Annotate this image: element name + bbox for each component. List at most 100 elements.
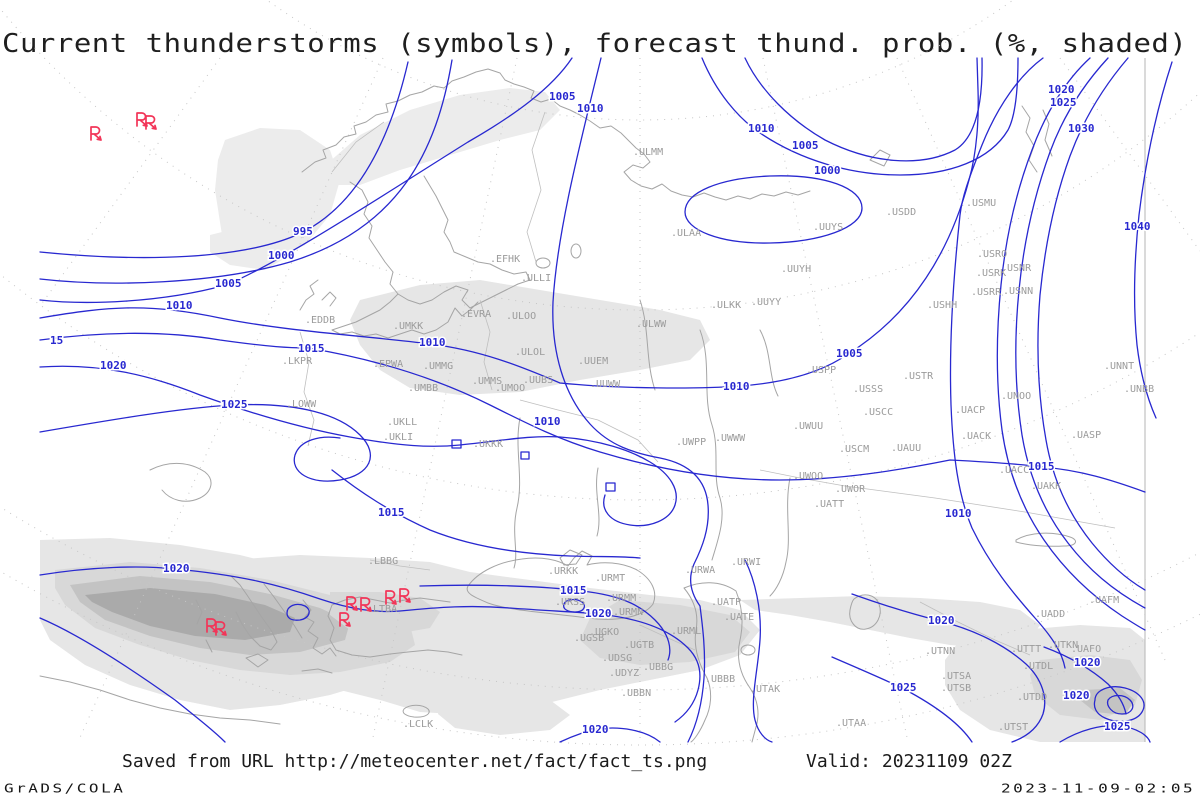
contour-label: 1020 — [100, 359, 127, 372]
station-label: .UMOO — [495, 383, 525, 394]
contour-label: 1025 — [890, 681, 917, 694]
contour-label: 1020 — [1074, 656, 1101, 669]
contour-label: 1020 — [163, 562, 190, 575]
station-label: .UATE — [724, 612, 754, 623]
station-label: .UACC — [999, 465, 1029, 476]
station-label: .UWUU — [793, 421, 823, 432]
station-label: .UATT — [814, 499, 844, 510]
contour-label: 1010 — [419, 336, 446, 349]
contour-label: 1010 — [945, 507, 972, 520]
station-label: .UWPP — [676, 437, 706, 448]
station-label: .ULWW — [636, 319, 667, 330]
station-label: .URSS — [555, 597, 585, 608]
footer-saved-url: Saved from URL http://meteocenter.net/fa… — [122, 751, 708, 772]
station-label: .URWA — [685, 565, 715, 576]
station-label: .UUEM — [578, 356, 608, 367]
contour-label: 1005 — [836, 347, 863, 360]
station-label: .USRK — [976, 268, 1006, 279]
station-label: .UMMG — [423, 361, 453, 372]
station-label: .UMMS — [472, 376, 502, 387]
station-label: .USSS — [853, 384, 883, 395]
station-label: .UACK — [961, 431, 991, 442]
contour-label: 1020 — [582, 723, 609, 736]
isobar-contours-layer — [39, 57, 1173, 743]
contour-label: 1005 — [792, 139, 819, 152]
station-label: .UKLL — [387, 417, 417, 428]
station-label: .UBBG — [643, 662, 673, 673]
station-label: .UUYH — [781, 264, 811, 275]
station-label: .URMT — [595, 573, 625, 584]
station-label: .UNOO — [1001, 391, 1031, 402]
station-label: .UUYY — [751, 297, 781, 308]
station-label: .URMN — [613, 607, 643, 618]
station-label: .USNR — [1001, 263, 1032, 274]
station-label: .UDSG — [602, 653, 632, 664]
station-label: .UUWW — [590, 379, 621, 390]
station-label: .UBBB — [705, 674, 735, 685]
station-label: .ULOL — [515, 347, 545, 358]
station-label: .UUBS — [523, 375, 553, 386]
station-labels-layer: .EFHK.ULLI .EVRA .ULOO .UMKK .ULOL .UUEM .EPWA… — [282, 147, 1154, 733]
contour-label: 1030 — [1068, 122, 1095, 135]
station-label: .UNBB — [1124, 384, 1154, 395]
station-label: .EFHK — [490, 254, 520, 265]
station-label: .USCC — [863, 407, 893, 418]
station-label: .UASP — [1071, 430, 1101, 441]
contour-label: 1015 — [378, 506, 405, 519]
station-label: .EVRA — [461, 309, 491, 320]
contour-label: 1000 — [814, 164, 841, 177]
contour-label: 1025 — [1104, 720, 1131, 733]
station-label: .UGTB — [624, 640, 654, 651]
station-label: .UTAK — [750, 684, 780, 695]
station-label: .URKK — [548, 566, 578, 577]
station-label: .URML — [671, 626, 701, 637]
station-label: .USNN — [1003, 286, 1033, 297]
station-label: .UADD — [1035, 609, 1065, 620]
footer-valid-time: Valid: 20231109 02Z — [806, 751, 1012, 772]
station-label: .USPP — [806, 365, 836, 376]
contour-label: 1025 — [1050, 96, 1077, 109]
station-label: .UBBN — [621, 688, 651, 699]
station-label: .UMBB — [408, 383, 438, 394]
station-label: .UAUU — [891, 443, 921, 454]
contour-label: 1020 — [1063, 689, 1090, 702]
page-title: Current thunderstorms (symbols), forecas… — [2, 28, 1188, 58]
station-label: .UATP — [711, 597, 741, 608]
station-label: .URMM — [606, 593, 636, 604]
station-label: .ULKK — [711, 300, 741, 311]
station-label: .LKPR — [282, 356, 313, 367]
station-label: .LCLK — [403, 719, 433, 730]
station-label: .UGKO — [589, 627, 619, 638]
contour-label: 1020 — [928, 614, 955, 627]
thunderstorm-symbol-icon — [90, 126, 102, 141]
contour-label: 1015 — [1028, 460, 1055, 473]
station-label: .UUYS — [813, 222, 843, 233]
station-label: .USTR — [903, 371, 934, 382]
station-label: .USMU — [966, 198, 996, 209]
station-label: .UTDD — [1017, 692, 1047, 703]
footer-generator: GrADS/COLA — [4, 781, 126, 796]
contour-label: 1010 — [534, 415, 561, 428]
station-label: .UTAA — [836, 718, 866, 729]
contour-label: 1010 — [723, 380, 750, 393]
station-label: .USCM — [839, 444, 869, 455]
station-label: .UNNT — [1104, 361, 1134, 372]
station-label: .UAFO — [1071, 644, 1101, 655]
station-label: .LOWW — [286, 399, 317, 410]
station-label: .LBBG — [368, 556, 398, 567]
station-label: .USDD — [886, 207, 916, 218]
contour-label: 1005 — [215, 277, 242, 290]
contour-label: 1000 — [268, 249, 295, 262]
station-label: .UAKK — [1031, 481, 1061, 492]
station-label: .UTDL — [1023, 661, 1053, 672]
station-label: .UTSA — [941, 671, 971, 682]
station-label: .UMKK — [393, 321, 423, 332]
station-label: .USHH — [927, 300, 957, 311]
thunderstorm-symbol-icon — [145, 115, 157, 130]
footer-datetime: 2023-11-09-02:05 — [1001, 781, 1196, 796]
contour-label: 1020 — [585, 607, 612, 620]
station-label: .UTKN — [1048, 640, 1078, 651]
station-label: .URWI — [731, 557, 761, 568]
station-label: .EPWA — [373, 359, 403, 370]
